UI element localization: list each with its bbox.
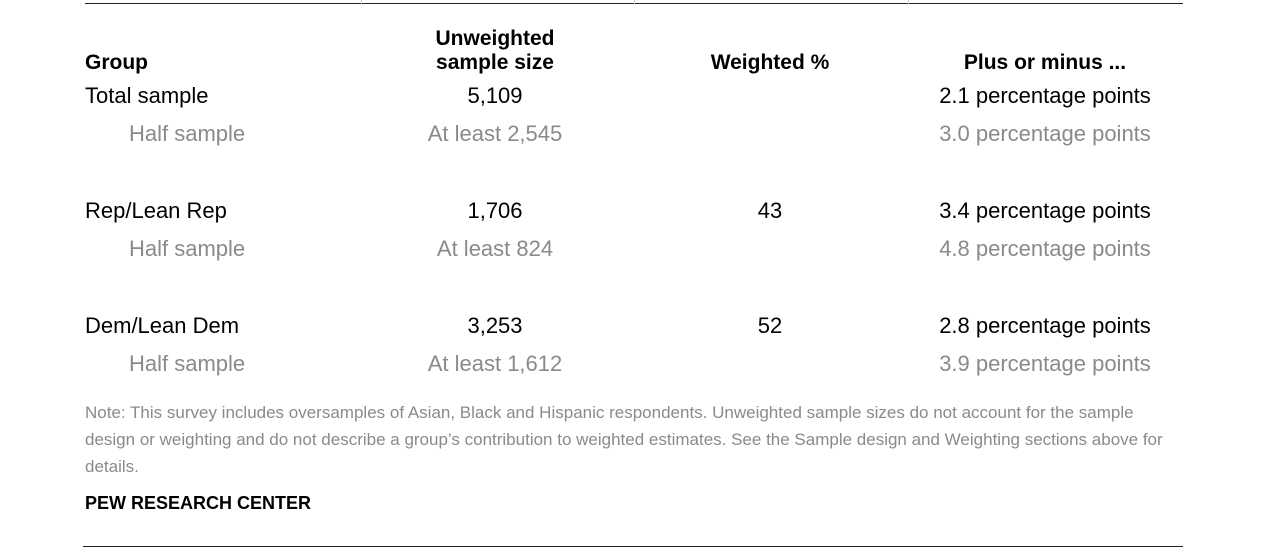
row-group: Half sample: [129, 236, 246, 261]
row-moe: 3.4 percentage points: [939, 198, 1151, 223]
row-sample-size: At least 1,612: [427, 351, 563, 376]
header-group: Group: [85, 51, 148, 74]
row-weighted: 52: [757, 313, 783, 338]
row-group: Half sample: [129, 121, 246, 146]
column-divider-tick: [634, 0, 635, 4]
header-moe: Plus or minus ...: [963, 51, 1127, 74]
column-divider-tick: [908, 0, 909, 4]
row-sample-size: 1,706: [467, 198, 523, 223]
row-group: Total sample: [85, 83, 209, 108]
header-sample-size-line1: Unweighted: [435, 27, 555, 50]
column-divider-tick: [361, 0, 362, 4]
row-moe: 3.9 percentage points: [939, 351, 1151, 376]
row-group: Half sample: [129, 351, 246, 376]
row-sample-size: 3,253: [467, 313, 523, 338]
table-note: Note: This survey includes oversamples o…: [85, 403, 1163, 476]
row-moe: 4.8 percentage points: [939, 236, 1151, 261]
bottom-rule: [83, 546, 1183, 547]
source-credit: PEW RESEARCH CENTER: [85, 493, 312, 513]
row-sample-size: 5,109: [467, 83, 523, 108]
row-group: Dem/Lean Dem: [85, 313, 240, 338]
row-sample-size: At least 824: [436, 236, 554, 261]
row-group: Rep/Lean Rep: [85, 198, 227, 223]
row-weighted: 43: [757, 198, 783, 223]
header-sample-size-line2: sample size: [436, 51, 554, 74]
row-moe: 2.8 percentage points: [939, 313, 1151, 338]
row-sample-size: At least 2,545: [427, 121, 563, 146]
row-moe: 3.0 percentage points: [939, 121, 1151, 146]
header-weighted: Weighted %: [710, 51, 830, 74]
row-moe: 2.1 percentage points: [939, 83, 1151, 108]
